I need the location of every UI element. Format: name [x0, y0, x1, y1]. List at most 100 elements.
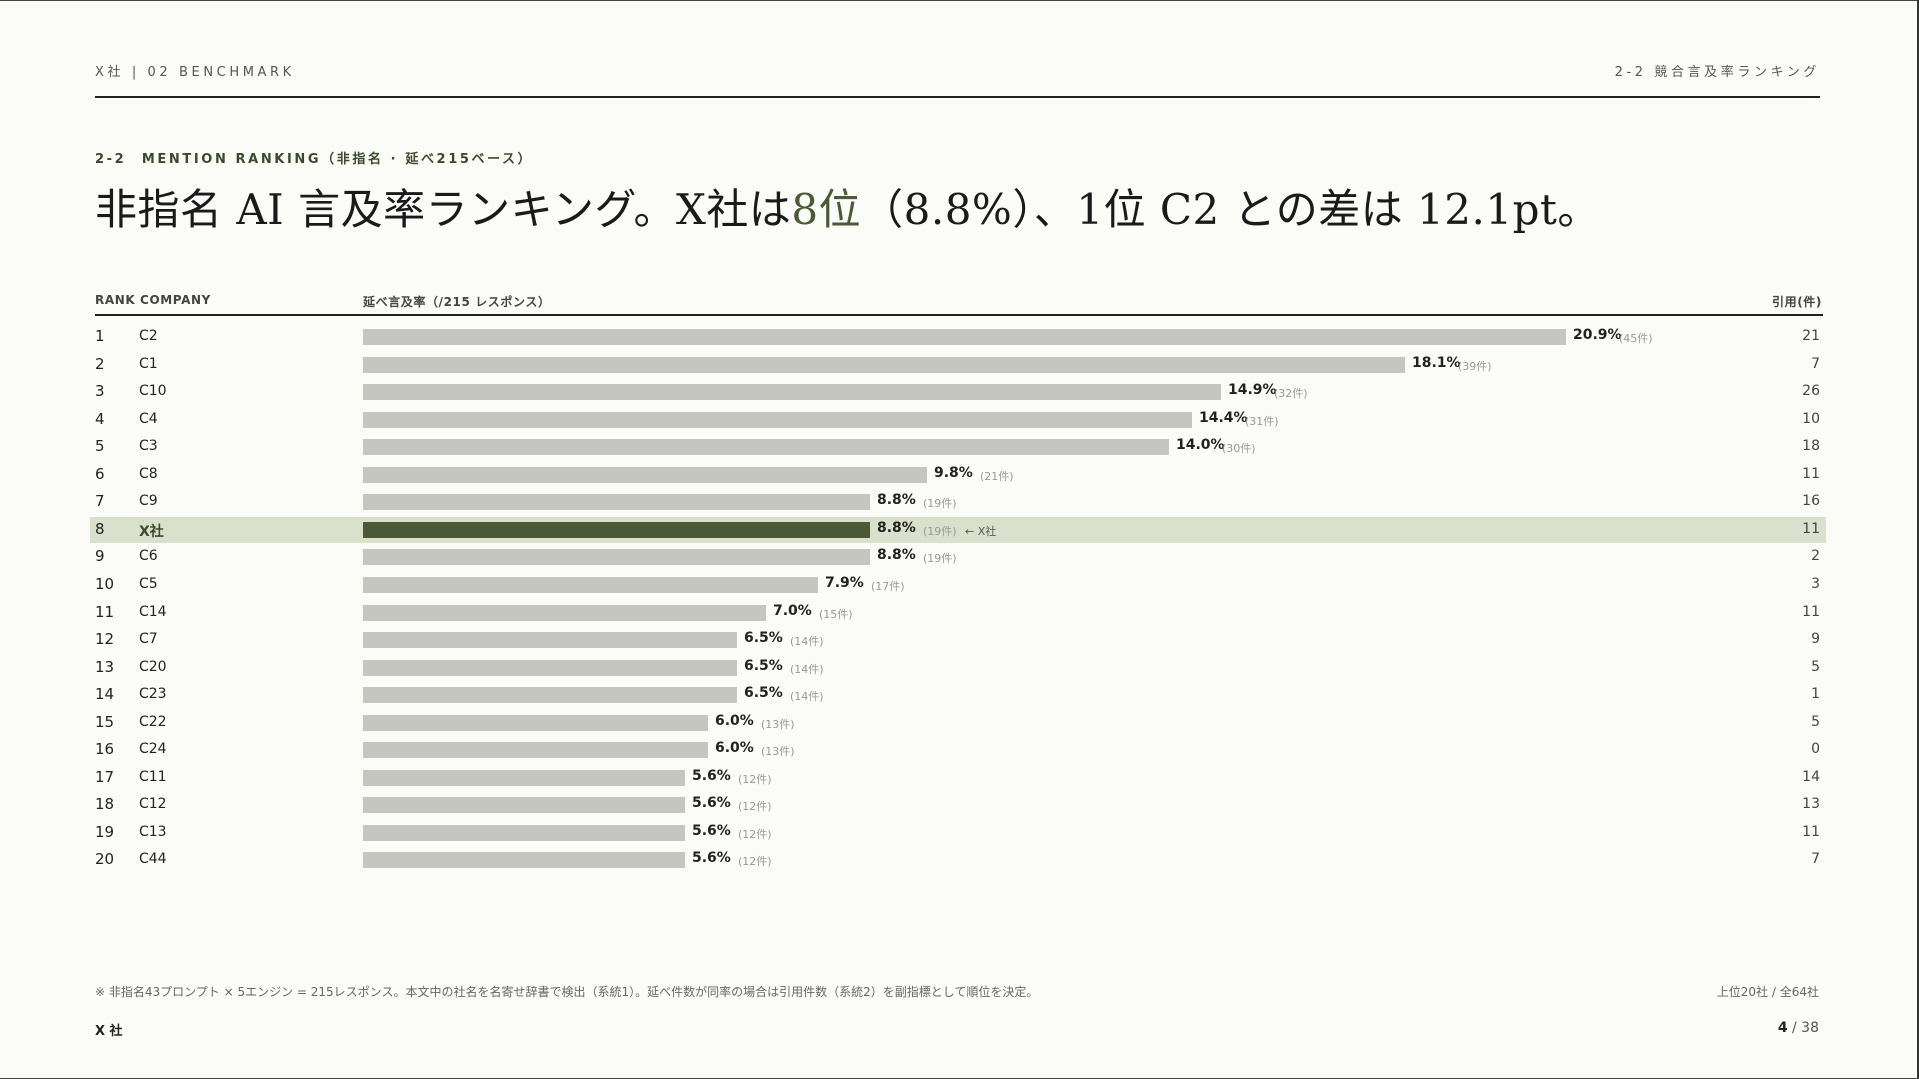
frame-top-border	[0, 0, 1919, 1]
rate-label: 20.9%	[1573, 327, 1622, 343]
count-label: (39件)	[1458, 360, 1492, 373]
company-name: C1	[139, 356, 158, 372]
rate-bar	[363, 852, 685, 868]
rank-number: 18	[95, 795, 115, 813]
company-name: C4	[139, 411, 158, 427]
page-title: 非指名 AI 言及率ランキング。X社は8位（8.8%）、1位 C2 との差は 1…	[95, 176, 1600, 237]
table-row: 14 C23 6.5% (14件) 1	[90, 682, 1826, 708]
count-label: (12件)	[738, 773, 772, 786]
company-name: C20	[139, 659, 167, 675]
rank-number: 11	[95, 603, 115, 621]
count-label: (14件)	[790, 663, 824, 676]
company-name: C11	[139, 769, 167, 785]
rate-bar	[363, 742, 708, 758]
rate-bar	[363, 825, 685, 841]
rate-label: 7.9%	[825, 575, 864, 591]
table-row: 15 C22 6.0% (13件) 5	[90, 710, 1826, 736]
frame-right-border	[1917, 0, 1919, 1079]
page-total: / 38	[1792, 1020, 1819, 1036]
count-label: (19件)	[923, 525, 957, 538]
page-number: 4 / 38	[1778, 1020, 1819, 1036]
company-name: C22	[139, 714, 167, 730]
table-row: 9 C6 8.8% (19件) 2	[90, 544, 1826, 570]
rate-label: 6.5%	[744, 658, 783, 674]
highlight-marker: ← X社	[965, 525, 997, 538]
citation-count: 11	[1802, 466, 1820, 482]
rank-number: 14	[95, 685, 115, 703]
rank-number: 17	[95, 768, 115, 786]
table-row: 5 C3 14.0% (30件) 18	[90, 434, 1826, 460]
title-text-end: （8.8%）、1位 C2 との差は 12.1pt。	[861, 185, 1600, 234]
table-row: 13 C20 6.5% (14件) 5	[90, 655, 1826, 681]
count-label: (15件)	[819, 608, 853, 621]
column-header-rule	[95, 314, 1823, 316]
citation-count: 1	[1811, 686, 1820, 702]
title-text: 非指名 AI 言及率ランキング。X社は	[95, 185, 792, 234]
rate-label: 14.4%	[1199, 410, 1248, 426]
count-label: (45件)	[1619, 332, 1653, 345]
rate-label: 18.1%	[1412, 355, 1461, 371]
rate-label: 8.8%	[877, 547, 916, 563]
rate-bar	[363, 577, 818, 593]
count-label: (19件)	[923, 497, 957, 510]
citation-count: 11	[1802, 824, 1820, 840]
rank-number: 7	[95, 492, 105, 510]
section-kicker: 2-2 MENTION RANKING（非指名 · 延べ215ベース）	[95, 152, 534, 167]
rank-number: 4	[95, 410, 105, 428]
citation-count: 0	[1811, 741, 1820, 757]
count-label: (21件)	[980, 470, 1014, 483]
rank-number: 12	[95, 630, 115, 648]
header-slide-title: 2-2 競合言及率ランキング	[1614, 65, 1820, 80]
citation-count: 9	[1811, 631, 1820, 647]
citation-count: 26	[1802, 383, 1820, 399]
company-name: C24	[139, 741, 167, 757]
title-accent: 8位	[791, 185, 862, 234]
table-row: 16 C24 6.0% (13件) 0	[90, 737, 1826, 763]
rate-label: 8.8%	[877, 492, 916, 508]
rate-label: 5.6%	[692, 768, 731, 784]
citation-count: 13	[1802, 796, 1820, 812]
citation-count: 7	[1811, 851, 1820, 867]
rank-number: 8	[95, 520, 105, 538]
company-name: C8	[139, 466, 158, 482]
rate-label: 14.0%	[1176, 437, 1225, 453]
company-name: C10	[139, 383, 167, 399]
rate-label: 5.6%	[692, 823, 731, 839]
count-label: (12件)	[738, 828, 772, 841]
table-row: 12 C7 6.5% (14件) 9	[90, 627, 1826, 653]
company-name: X社	[139, 524, 164, 540]
table-row: 2 C1 18.1% (39件) 7	[90, 352, 1826, 378]
rate-label: 9.8%	[934, 465, 973, 481]
footnote: ※ 非指名43プロンプト × 5エンジン = 215レスポンス。本文中の社名を名…	[95, 985, 1039, 999]
table-row: 4 C4 14.4% (31件) 10	[90, 407, 1826, 433]
rate-label: 5.6%	[692, 850, 731, 866]
citation-count: 14	[1802, 769, 1820, 785]
table-row: 18 C12 5.6% (12件) 13	[90, 792, 1826, 818]
citation-count: 10	[1802, 411, 1820, 427]
citation-count: 21	[1802, 328, 1820, 344]
count-label: (12件)	[738, 855, 772, 868]
rate-bar	[363, 660, 737, 676]
citation-count: 16	[1802, 493, 1820, 509]
rate-bar	[363, 770, 685, 786]
column-header-rank-company: RANK COMPANY	[95, 293, 211, 307]
table-row: 20 C44 5.6% (12件) 7	[90, 847, 1826, 873]
rate-bar	[363, 522, 870, 538]
count-label: (13件)	[761, 718, 795, 731]
rate-bar	[363, 412, 1192, 428]
rate-bar	[363, 797, 685, 813]
rate-bar	[363, 384, 1221, 400]
count-label: (30件)	[1222, 442, 1256, 455]
rank-number: 3	[95, 382, 105, 400]
rate-label: 6.5%	[744, 685, 783, 701]
rank-number: 2	[95, 355, 105, 373]
citation-count: 5	[1811, 659, 1820, 675]
header-section-label: X社 | 02 BENCHMARK	[95, 65, 295, 80]
rank-number: 9	[95, 547, 105, 565]
count-label: (19件)	[923, 552, 957, 565]
rate-label: 8.8%	[877, 520, 916, 536]
count-label: (14件)	[790, 635, 824, 648]
count-label: (31件)	[1245, 415, 1279, 428]
table-row: 10 C5 7.9% (17件) 3	[90, 572, 1826, 598]
column-header-rate: 延べ言及率（/215 レスポンス）	[363, 295, 551, 309]
